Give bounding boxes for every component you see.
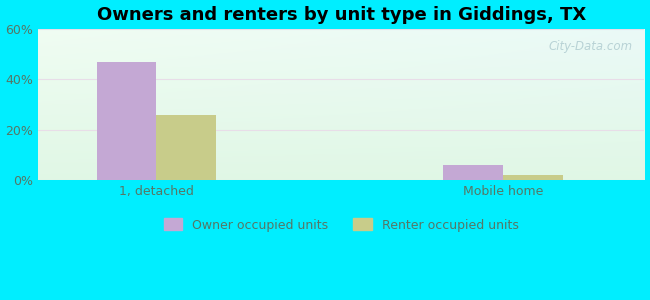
Bar bbox=[443, 165, 502, 180]
Title: Owners and renters by unit type in Giddings, TX: Owners and renters by unit type in Giddi… bbox=[97, 6, 586, 24]
Text: City-Data.com: City-Data.com bbox=[548, 40, 632, 53]
Bar bbox=[157, 115, 216, 180]
Bar bbox=[502, 175, 562, 180]
Legend: Owner occupied units, Renter occupied units: Owner occupied units, Renter occupied un… bbox=[159, 213, 524, 237]
Bar bbox=[97, 62, 157, 180]
